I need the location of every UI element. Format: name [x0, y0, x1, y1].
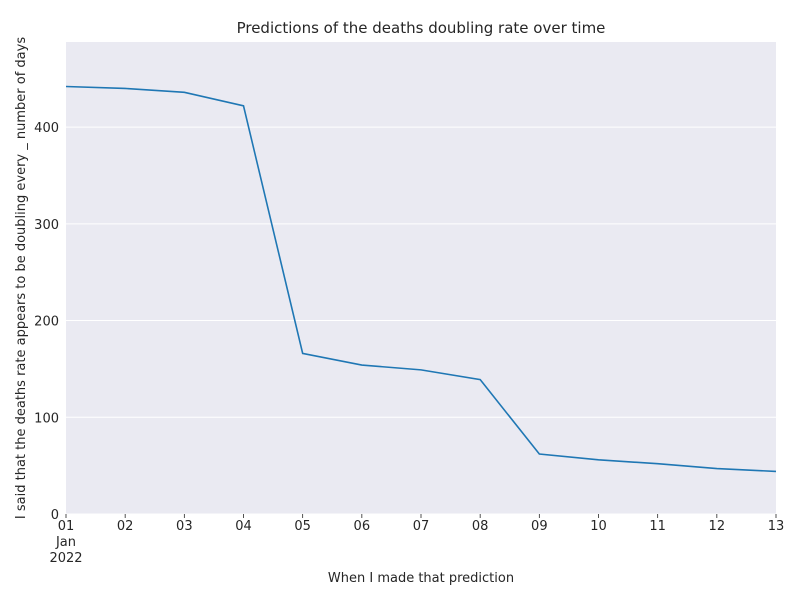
- x-tick-label: 12: [709, 519, 726, 534]
- series-line: [65, 85, 777, 473]
- x-tick-label: 02: [117, 519, 134, 534]
- x-tick-label: 03: [176, 519, 193, 534]
- x-tick-sublabel-year: 2022: [49, 551, 82, 566]
- x-tick-label: 09: [531, 519, 548, 534]
- x-tick-label: 04: [235, 519, 252, 534]
- y-axis-ticks: 0 100 200 300 400: [34, 121, 59, 523]
- y-tick-label: 0: [51, 508, 59, 523]
- x-tick-label: 07: [413, 519, 430, 534]
- x-tick-sublabel-month: Jan: [55, 535, 76, 550]
- x-tick-label: 05: [294, 519, 311, 534]
- x-axis-ticks: 01 02 03 04 05 06 07 08 09 10 11 12 13: [58, 514, 785, 534]
- y-axis-label: I said that the deaths rate appears to b…: [14, 37, 29, 519]
- x-tick-label: 10: [590, 519, 607, 534]
- x-tick-label: 01: [58, 519, 75, 534]
- chart-title: Predictions of the deaths doubling rate …: [237, 19, 606, 37]
- y-tick-label: 100: [34, 411, 59, 426]
- x-tick-label: 06: [354, 519, 371, 534]
- y-tick-label: 400: [34, 121, 59, 136]
- y-tick-label: 200: [34, 315, 59, 330]
- x-axis-label: When I made that prediction: [328, 571, 514, 586]
- y-tick-label: 300: [34, 218, 59, 233]
- x-tick-label: 08: [472, 519, 489, 534]
- x-tick-label: 13: [768, 519, 785, 534]
- x-tick-label: 11: [649, 519, 666, 534]
- plot-background: [66, 42, 776, 514]
